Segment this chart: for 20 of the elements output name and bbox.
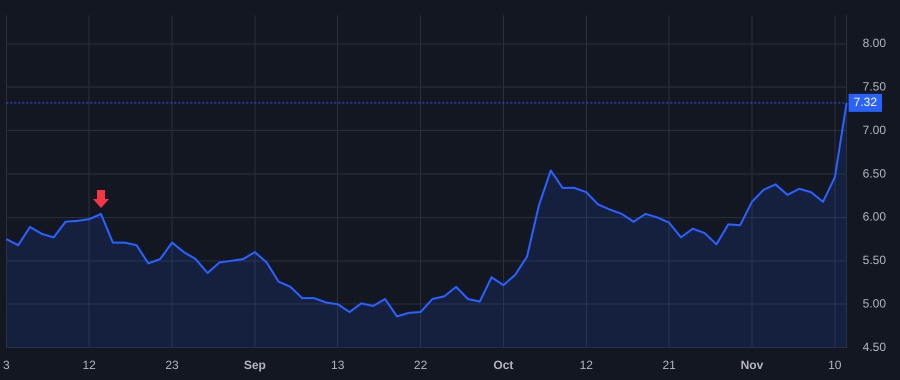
y-tick-label: 6.50	[862, 166, 886, 180]
x-tick-label: Sep	[244, 358, 266, 372]
x-tick-label: 23	[165, 358, 180, 372]
x-tick-label: 21	[662, 358, 676, 372]
y-tick-label: 8.00	[862, 36, 886, 50]
x-tick-label: 12	[82, 358, 96, 372]
x-tick-label: 13	[331, 358, 345, 372]
x-tick-label: 10	[828, 358, 842, 372]
x-tick-label: 12	[580, 358, 594, 372]
x-tick-label: Nov	[740, 358, 764, 372]
y-tick-label: 5.00	[862, 296, 886, 311]
ref-line-label: 7.32	[854, 95, 878, 110]
y-tick-label: 6.00	[862, 210, 886, 224]
y-tick-label: 5.50	[862, 253, 886, 268]
y-tick-label: 7.50	[862, 80, 886, 94]
y-tick-label: 7.00	[862, 122, 886, 137]
y-tick-label: 4.50	[862, 340, 886, 354]
x-tick-label: Oct	[493, 358, 514, 372]
x-tick-label: 3	[2, 358, 10, 372]
x-tick-label: 22	[414, 358, 428, 372]
